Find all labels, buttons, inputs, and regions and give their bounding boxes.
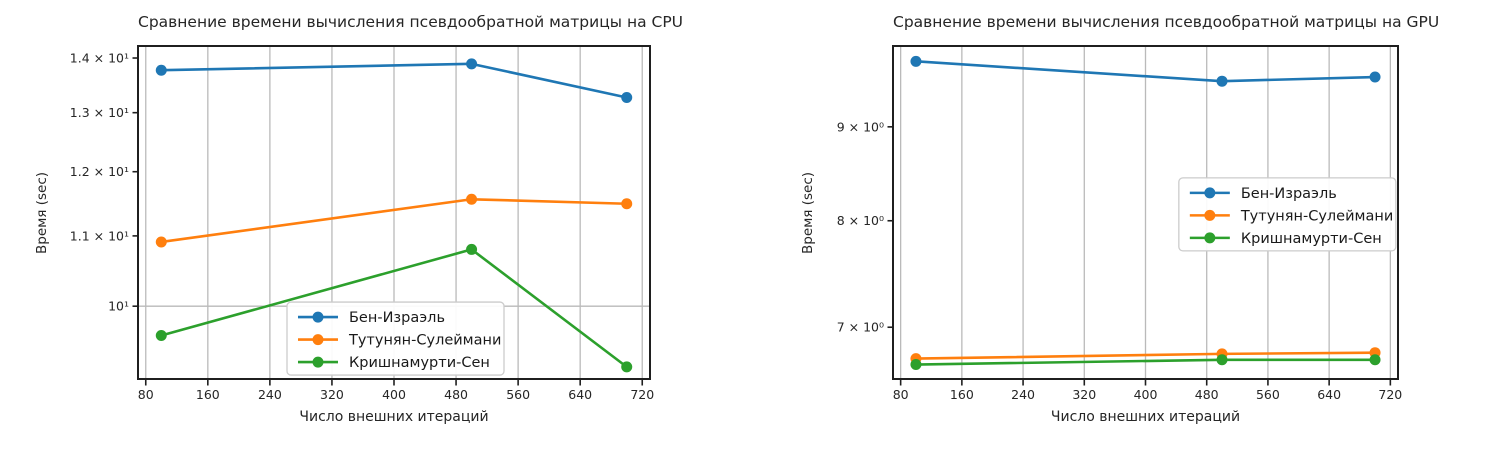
data-point-marker	[466, 193, 478, 205]
x-tick-label: 720	[630, 387, 654, 402]
cpu-chart-title: Сравнение времени вычисления псевдообрат…	[138, 13, 684, 31]
gpu-chart-xlabel: Число внешних итераций	[1050, 409, 1241, 425]
legend-handle-marker	[312, 311, 324, 323]
legend-label: Кришнамурти-Сен	[349, 355, 490, 371]
plot-spines	[137, 45, 651, 380]
x-tick-label: 160	[196, 387, 220, 402]
x-tick-label: 160	[950, 387, 974, 402]
data-point-marker	[621, 361, 633, 373]
legend-label: Тутунян-Сулеймани	[348, 333, 501, 349]
y-tick-label: 8 × 10⁰	[837, 213, 884, 228]
series-Кришнамурти-Сен	[910, 354, 1381, 371]
y-tick-label: 10¹	[108, 299, 129, 314]
legend-handle-marker	[1204, 232, 1216, 244]
legend-label: Кришнамурти-Сен	[1241, 231, 1382, 247]
x-tick-label: 320	[320, 387, 344, 402]
series-Тутунян-Сулеймани	[155, 193, 633, 248]
plot-spines	[892, 45, 1399, 380]
x-tick-label: 80	[893, 387, 909, 402]
x-tick-label: 560	[506, 387, 530, 402]
data-point-marker	[466, 58, 478, 70]
x-tick-label: 400	[1134, 387, 1158, 402]
y-tick-label: 1.2 × 10¹	[70, 164, 129, 179]
y-tick-label: 9 × 10⁰	[837, 119, 884, 134]
y-tick-label: 7 × 10⁰	[837, 320, 884, 335]
legend-handle-marker	[312, 356, 324, 368]
x-tick-label: 480	[444, 387, 468, 402]
legend-box	[1178, 177, 1397, 252]
legend: Бен-Израэль Тутунян-Сулеймани Кришнамурти-…	[286, 301, 505, 376]
legend-label: Бен-Израэль	[349, 310, 445, 326]
x-tick-label: 320	[1072, 387, 1096, 402]
legend-label: Тутунян-Сулеймани	[1240, 208, 1393, 224]
data-point-marker	[1216, 75, 1228, 87]
series-Кришнамурти-Сен	[155, 243, 633, 373]
gpu-plot-area: 80 160 240 320 400 480 560 640 720 9 × 10⁰ 8 × 10⁰…	[837, 45, 1402, 402]
data-point-marker	[621, 92, 633, 104]
data-point-marker	[1369, 71, 1381, 83]
x-tick-label: 80	[138, 387, 154, 402]
y-tick-label: 1.3 × 10¹	[70, 105, 129, 120]
y-tick-label: 1.4 × 10¹	[70, 51, 129, 66]
y-tick-label: 1.1 × 10¹	[70, 228, 129, 243]
series-Бен-Израэль	[155, 58, 633, 104]
legend: Бен-Израэль Тутунян-Сулеймани Кришнамурти-…	[1178, 177, 1397, 252]
data-point-marker	[910, 359, 922, 371]
legend-handle-marker	[1204, 187, 1216, 199]
x-tick-label: 480	[1195, 387, 1219, 402]
x-tick-label: 240	[1011, 387, 1035, 402]
data-point-marker	[155, 236, 167, 248]
legend-handle-marker	[1204, 209, 1216, 221]
x-tick-label: 240	[258, 387, 282, 402]
series-Бен-Израэль	[910, 55, 1381, 87]
cpu-chart-xlabel: Число внешних итераций	[299, 409, 489, 425]
data-point-marker	[621, 198, 633, 210]
x-tick-label: 560	[1256, 387, 1280, 402]
legend-label: Бен-Израэль	[1241, 186, 1337, 202]
x-tick-label: 720	[1378, 387, 1402, 402]
legend-handle-marker	[312, 334, 324, 346]
data-point-marker	[155, 330, 167, 342]
data-point-marker	[1216, 354, 1228, 366]
x-tick-label: 400	[382, 387, 406, 402]
cpu-plot-area: 80 160 240 320 400 480 560 640 720 1.4 × 10¹ 1.3 ×…	[70, 45, 654, 402]
x-tick-label: 640	[1317, 387, 1341, 402]
gpu-chart: Сравнение времени вычисления псевдообрат…	[750, 0, 1499, 453]
data-point-marker	[910, 55, 922, 67]
cpu-chart: Сравнение времени вычисления псевдообрат…	[34, 13, 684, 425]
x-tick-label: 640	[568, 387, 592, 402]
data-point-marker	[1369, 354, 1381, 366]
legend-box	[286, 301, 505, 376]
data-point-marker	[155, 64, 167, 76]
gpu-chart-title: Сравнение времени вычисления псевдообрат…	[893, 13, 1440, 31]
data-point-marker	[466, 243, 478, 255]
